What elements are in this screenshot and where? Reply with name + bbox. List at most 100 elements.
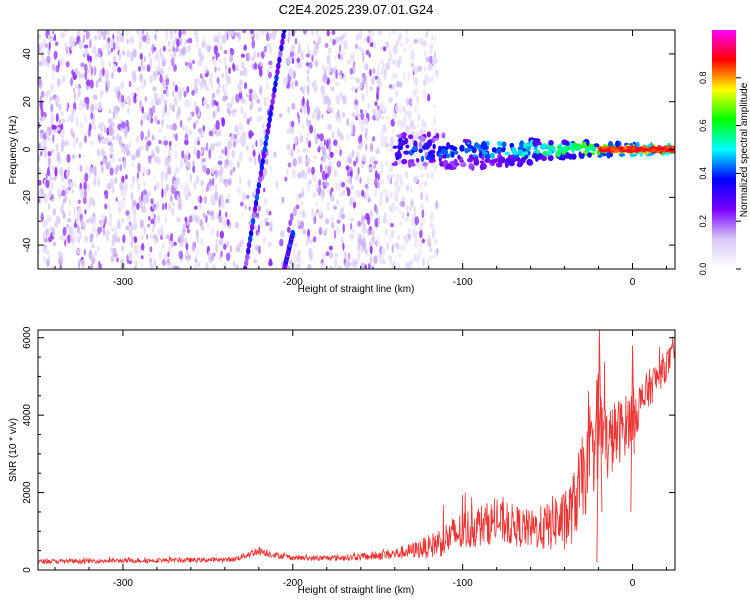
spectrogram-cell [53, 241, 56, 247]
carrier-line-cell [504, 162, 509, 168]
spectrogram-cell [393, 115, 396, 123]
spectrogram-cell [168, 240, 173, 246]
spectrogram-cell [429, 50, 433, 55]
spectrogram-cell [197, 128, 202, 133]
spectrogram-cell [167, 65, 171, 71]
spectrogram-cell [123, 159, 127, 169]
spectrogram-cell [175, 166, 178, 174]
spectrogram-cell [228, 178, 232, 186]
spectrogram-cell [78, 153, 81, 159]
spectrogram-cell [411, 218, 414, 227]
spectrogram-cell [182, 125, 185, 131]
spectrogram-cell [422, 257, 425, 267]
spectrogram-cell [133, 236, 138, 244]
carrier-line-cell [497, 158, 504, 164]
spectrogram-cell [78, 40, 83, 50]
spectrogram-cell [180, 182, 184, 189]
spectrogram-cell [229, 55, 234, 63]
spectrogram-cell [100, 91, 103, 100]
spectrogram-cell [415, 256, 419, 263]
spectrogram-cell [339, 43, 342, 53]
spectrogram-cell [302, 96, 305, 106]
spectrogram-cell [365, 136, 370, 141]
spectrogram-cell [349, 196, 353, 206]
spectrogram-cell [426, 172, 431, 179]
spectrogram-cell [166, 184, 169, 192]
spectrogram-cell [167, 166, 172, 176]
spectrogram-cell [237, 83, 242, 90]
spectrogram-cell [174, 96, 178, 107]
spectrogram-cell [430, 75, 434, 83]
spectrogram-cell [109, 145, 114, 154]
spectrogram-cell [416, 95, 420, 104]
x-tick-label: 0 [630, 277, 636, 288]
spectrogram-cell [51, 148, 54, 153]
spectrogram-cell [352, 196, 357, 203]
spectrogram-cell [255, 229, 259, 236]
spectrogram-cell [52, 227, 55, 238]
spectrogram-cell [92, 226, 97, 234]
spectrogram-cell [96, 177, 101, 187]
sloped-line-cell [280, 38, 285, 46]
spectrogram-cell [406, 212, 410, 217]
spectrogram-cell [308, 247, 313, 257]
spectrogram-cell [130, 240, 133, 248]
carrier-line-cell [490, 159, 497, 164]
spectrogram-cell [115, 167, 118, 175]
spectrogram-cell [354, 99, 359, 107]
spectrogram-cell [416, 88, 419, 93]
spectrogram-cell [350, 260, 355, 268]
carrier-line-cell [457, 154, 461, 160]
spectrogram-cell [100, 219, 105, 226]
spectrogram-cell [386, 115, 390, 120]
spectrogram-cell [85, 96, 90, 107]
spectrogram-cell [156, 120, 161, 125]
spectrogram-cell [200, 225, 205, 231]
spectrogram-cell [83, 30, 87, 33]
spectrogram-cell [342, 223, 345, 234]
spectrogram-cell [225, 83, 228, 88]
spectrogram-cell [54, 96, 59, 104]
spectrogram-cell [297, 155, 303, 164]
spectrogram-cell [379, 161, 383, 169]
spectrogram-cell [355, 78, 360, 84]
spectrogram-cell [38, 249, 41, 254]
spectrogram-cell [147, 155, 153, 160]
spectrogram-cell [144, 136, 148, 141]
spectrogram-cell [110, 255, 115, 263]
spectrogram-cell [108, 62, 112, 67]
spectrogram-cell [417, 248, 423, 257]
spectrogram-cell [193, 262, 197, 269]
spectrogram-cell [78, 102, 83, 111]
spectrogram-cell [90, 66, 94, 76]
spectrogram-cell [132, 175, 135, 184]
y-tick-label: 40 [22, 48, 33, 60]
spectrogram-cell [288, 75, 291, 84]
spectrogram-cell [332, 38, 336, 46]
spectrogram-cell [132, 207, 137, 217]
spectrogram-cell [353, 61, 356, 67]
spectrogram-cell [303, 171, 307, 180]
spectrogram-cell [265, 158, 269, 165]
spectrogram-cell [67, 51, 71, 57]
spectrogram-cell [91, 243, 95, 249]
spectrogram-cell [75, 215, 80, 225]
sloped-line-cell [265, 128, 270, 136]
sloped-line-cell [253, 199, 259, 207]
spectrogram-cell [96, 148, 101, 157]
spectrogram-cell [76, 120, 79, 127]
spectrogram-cell [181, 30, 187, 35]
carrier-core-cell [659, 146, 666, 151]
colorbar-label: Normalized spectral amplitude [739, 82, 750, 217]
spectrogram-cell [392, 30, 396, 35]
spectrogram-cell [392, 59, 396, 65]
spectrogram-cell [237, 132, 240, 137]
spectrogram-cell [100, 57, 105, 67]
spectrogram-cell [212, 92, 215, 99]
spectrogram-cell [427, 238, 430, 247]
spectrogram-cell [343, 251, 347, 260]
spectrogram-cell [311, 207, 314, 215]
spectrogram-cell [61, 118, 66, 124]
spectrogram-cell [146, 191, 150, 198]
spectrogram-cell [406, 205, 409, 212]
